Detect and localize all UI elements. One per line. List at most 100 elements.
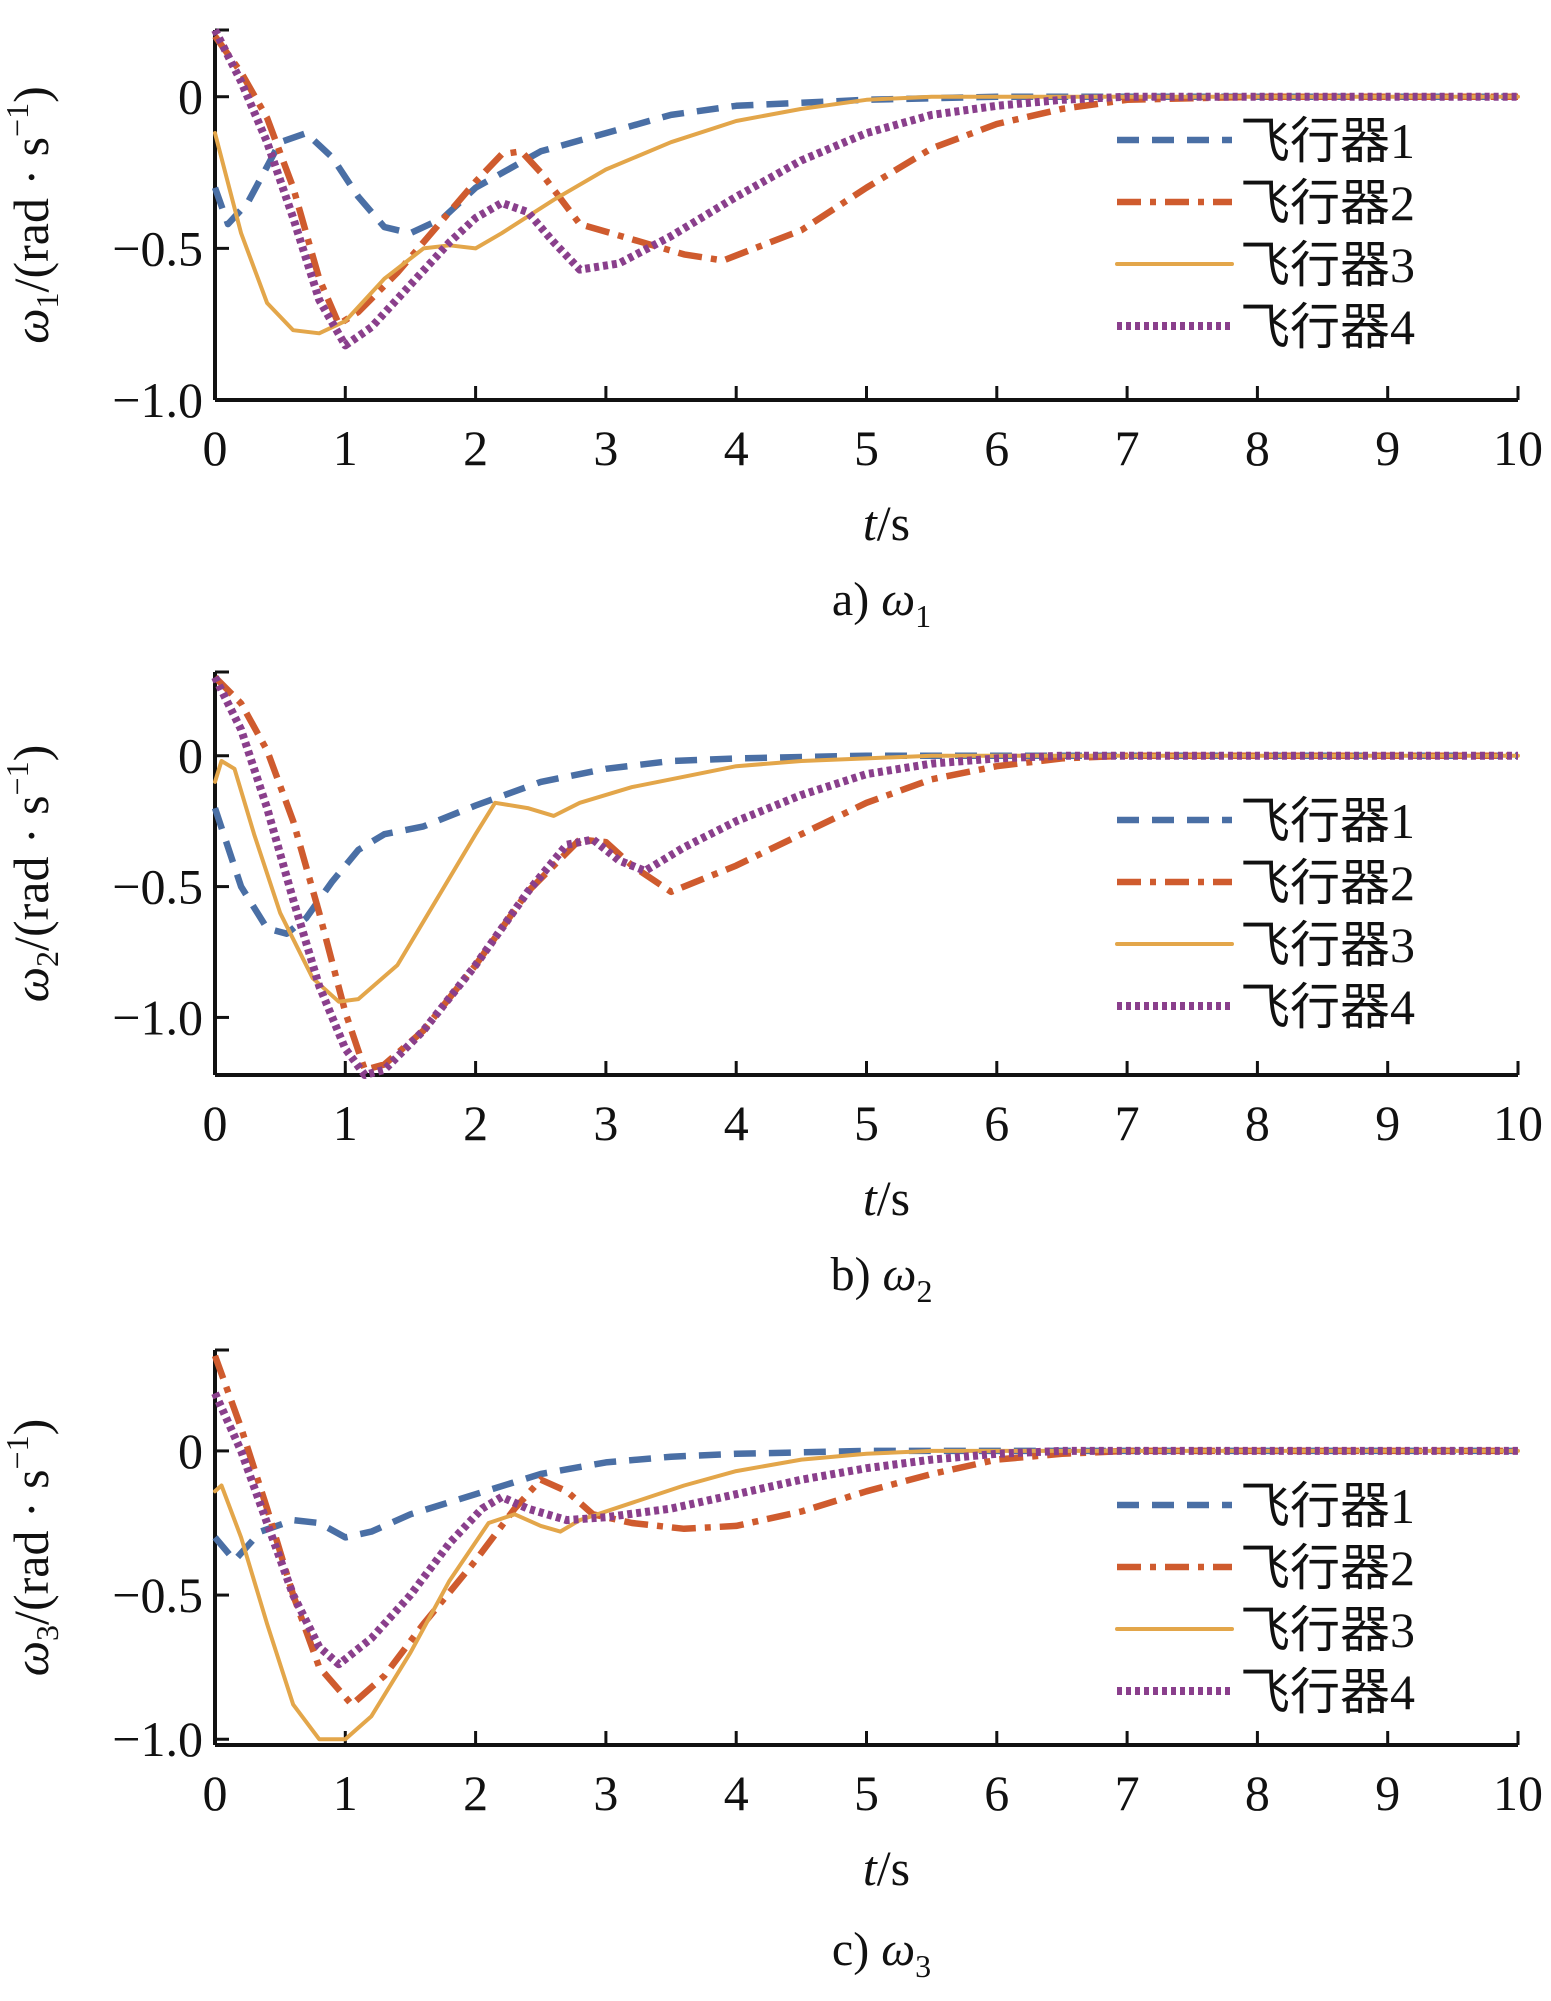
series-line-4 xyxy=(211,1391,1518,1669)
x-tick-label: 3 xyxy=(593,1765,618,1821)
x-tick-label: 4 xyxy=(724,1095,749,1151)
x-tick-label: 2 xyxy=(463,1765,488,1821)
panel-caption-sub: 1 xyxy=(915,598,931,634)
y-axis-title-sub: 3 xyxy=(29,1625,65,1641)
panel-caption-var: ω xyxy=(883,1248,917,1301)
x-tick-label: 8 xyxy=(1245,420,1270,476)
x-tick-label: 5 xyxy=(854,420,879,476)
y-axis-title-unit: /(rad · s xyxy=(3,795,59,951)
y-axis-title-var: ω xyxy=(3,308,59,343)
chart-panel-1: 0 1 2 3 4 5 6 7 8 9 100−0.5−1.0ω1/(rad · s−1)t/sa)… xyxy=(0,28,1543,634)
y-tick-label: −0.5 xyxy=(112,1567,203,1623)
legend-label-4: 飞行器4 xyxy=(1240,1664,1415,1720)
legend-label-3: 飞行器3 xyxy=(1240,237,1415,293)
x-tick-label: 9 xyxy=(1375,420,1400,476)
y-axis-title: ω1/(rad · s−1) xyxy=(0,86,65,344)
y-tick-label: −1.0 xyxy=(112,372,203,428)
x-tick-label: 0 xyxy=(203,1095,228,1151)
x-tick-label: 8 xyxy=(1245,1765,1270,1821)
legend-label-2: 飞行器2 xyxy=(1240,175,1415,231)
x-tick-label: 4 xyxy=(724,420,749,476)
x-axis-title-unit: /s xyxy=(877,495,910,551)
x-tick-label: 5 xyxy=(854,1095,879,1151)
series-line-2 xyxy=(212,674,1518,1074)
y-tick-label: 0 xyxy=(178,728,203,784)
x-axis-title-var: t xyxy=(863,495,878,551)
panel-caption: b) ω2 xyxy=(831,1248,933,1309)
y-axis-title-close: ) xyxy=(3,1419,59,1436)
legend-label-1: 飞行器1 xyxy=(1240,793,1415,849)
x-tick-label: 7 xyxy=(1115,1765,1140,1821)
x-tick-label: 7 xyxy=(1115,420,1140,476)
y-tick-label: 0 xyxy=(178,69,203,125)
panel-caption-sub: 3 xyxy=(915,1948,931,1984)
panel-caption: a) ω1 xyxy=(832,573,931,634)
y-axis-title-var: ω xyxy=(3,967,59,1002)
x-axis-title-unit: /s xyxy=(877,1840,910,1896)
x-tick-label: 2 xyxy=(463,420,488,476)
x-tick-label: 6 xyxy=(984,420,1009,476)
series-line-1 xyxy=(211,752,1518,937)
x-tick-label: 0 xyxy=(203,1765,228,1821)
legend-label-3: 飞行器3 xyxy=(1240,1602,1415,1658)
series-line-4 xyxy=(211,675,1518,1079)
x-axis-title-var: t xyxy=(863,1840,878,1896)
y-axis-title: ω3/(rad · s−1) xyxy=(0,1419,65,1677)
series-line-2 xyxy=(211,1354,1518,1708)
panel-caption-prefix: c) xyxy=(832,1923,881,1976)
y-axis-title-sub: 1 xyxy=(29,292,65,308)
legend-label-1: 飞行器1 xyxy=(1240,113,1415,169)
x-tick-label: 6 xyxy=(984,1765,1009,1821)
y-tick-label: −0.5 xyxy=(112,220,203,276)
x-axis-title-unit: /s xyxy=(877,1170,910,1226)
series-line-3 xyxy=(213,753,1520,1004)
legend-label-4: 飞行器4 xyxy=(1240,299,1415,355)
panel-caption-prefix: a) xyxy=(832,573,881,626)
y-axis-title-close: ) xyxy=(3,86,59,103)
y-axis-title-sub: 2 xyxy=(29,951,65,967)
panel-caption-var: ω xyxy=(881,1923,915,1976)
y-axis-title: ω2/(rad · s−1) xyxy=(0,745,65,1003)
x-tick-label: 10 xyxy=(1493,420,1543,476)
legend: 飞行器1 飞行器2 飞行器3 飞行器4 xyxy=(1115,1478,1415,1720)
legend: 飞行器1 飞行器2 飞行器3 飞行器4 xyxy=(1115,113,1415,355)
y-tick-label: −0.5 xyxy=(112,859,203,915)
y-axis-title-exp: −1 xyxy=(0,1435,35,1469)
x-tick-label: 5 xyxy=(854,1765,879,1821)
series-line-3 xyxy=(213,94,1520,336)
x-tick-label: 1 xyxy=(333,420,358,476)
x-tick-label: 4 xyxy=(724,1765,749,1821)
x-tick-label: 8 xyxy=(1245,1095,1270,1151)
y-tick-label: −1.0 xyxy=(112,1711,203,1767)
y-axis-title-exp: −1 xyxy=(0,103,35,137)
x-tick-label: 10 xyxy=(1493,1095,1543,1151)
x-tick-label: 7 xyxy=(1115,1095,1140,1151)
panel-caption: c) ω3 xyxy=(832,1923,931,1984)
chart-panel-2: 0 1 2 3 4 5 6 7 8 9 100−0.5−1.0ω2/(rad · s−1)t/sb)… xyxy=(0,670,1543,1309)
x-tick-label: 10 xyxy=(1493,1765,1543,1821)
x-tick-label: 6 xyxy=(984,1095,1009,1151)
x-axis-title: t/s xyxy=(863,495,910,551)
legend-label-2: 飞行器2 xyxy=(1240,855,1415,911)
y-axis-title-unit: /(rad · s xyxy=(3,1469,59,1625)
series-line-3 xyxy=(213,1448,1520,1742)
x-tick-label: 1 xyxy=(333,1765,358,1821)
x-tick-label: 0 xyxy=(203,420,228,476)
x-axis-title: t/s xyxy=(863,1840,910,1896)
panel-caption-sub: 2 xyxy=(916,1273,932,1309)
legend-label-2: 飞行器2 xyxy=(1240,1540,1415,1596)
panel-caption-var: ω xyxy=(881,573,915,626)
y-tick-label: −1.0 xyxy=(112,989,203,1045)
legend-label-3: 飞行器3 xyxy=(1240,917,1415,973)
x-tick-label: 9 xyxy=(1375,1095,1400,1151)
y-axis-title-var: ω xyxy=(3,1641,59,1676)
x-tick-label: 3 xyxy=(593,420,618,476)
y-axis-title-unit: /(rad · s xyxy=(3,137,59,293)
x-tick-label: 9 xyxy=(1375,1765,1400,1821)
panel-caption-prefix: b) xyxy=(831,1248,883,1301)
y-axis-title-exp: −1 xyxy=(0,761,35,795)
legend-label-1: 飞行器1 xyxy=(1240,1478,1415,1534)
x-axis-title: t/s xyxy=(863,1170,910,1226)
y-axis-title-close: ) xyxy=(3,745,59,762)
